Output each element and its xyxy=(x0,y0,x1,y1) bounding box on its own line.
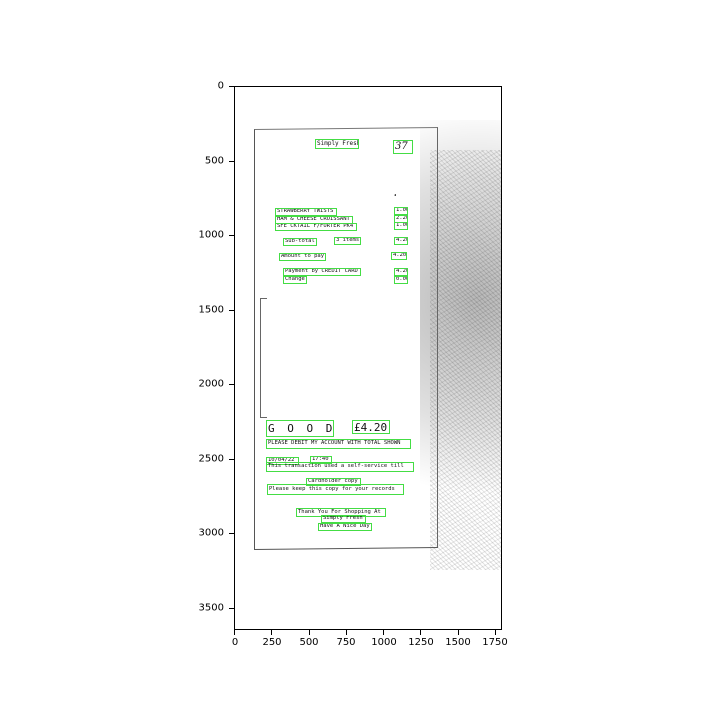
item-name: STRAWBERRY TWISTS xyxy=(275,208,337,216)
y-tick xyxy=(229,608,234,609)
x-tick-label: 250 xyxy=(262,637,282,648)
nice-day-text: Have A Nice Day xyxy=(318,523,372,531)
x-tick xyxy=(458,630,459,635)
keep-copy-text: Please keep this copy for your records xyxy=(267,484,404,495)
change-value: 0.00 xyxy=(394,276,408,284)
amount-to-pay-label: Amount to pay xyxy=(279,253,326,261)
date: 10/04/22 xyxy=(266,457,299,465)
y-tick-label: 2500 xyxy=(198,453,224,465)
y-tick-label: 1000 xyxy=(198,229,224,241)
y-tick xyxy=(229,384,234,385)
subtotal-label: Sub-total xyxy=(283,238,317,246)
transaction-text: This transaction used a self-service til… xyxy=(266,462,414,472)
y-tick xyxy=(229,235,234,236)
x-tick xyxy=(346,630,347,635)
change-label: Change xyxy=(283,276,307,284)
currency-symbol: £ xyxy=(394,193,397,199)
y-tick xyxy=(229,310,234,311)
handwritten-number: 37 xyxy=(393,140,413,154)
debit-text: PLEASE DEBIT MY ACCOUNT WITH TOTAL SHOWN xyxy=(266,439,411,449)
y-tick-label: 3000 xyxy=(198,527,224,539)
x-tick xyxy=(420,630,421,635)
receipt-bracket xyxy=(260,298,267,418)
scan-speckle xyxy=(430,150,502,570)
x-tick xyxy=(495,630,496,635)
x-tick-label: 1750 xyxy=(482,637,508,648)
y-tick xyxy=(229,161,234,162)
x-tick xyxy=(234,630,235,635)
y-tick-label: 3500 xyxy=(198,602,224,614)
payment-label: Payment by CREDIT CARD xyxy=(283,268,361,276)
y-tick-label: 500 xyxy=(204,155,224,167)
y-tick-label: 2000 xyxy=(198,378,224,390)
x-tick xyxy=(309,630,310,635)
payment-value: 4.20 xyxy=(394,268,408,276)
thanks-store: Simply Fresh xyxy=(321,515,366,523)
y-tick xyxy=(229,533,234,534)
x-tick-label: 750 xyxy=(336,637,356,648)
time: 17:40 xyxy=(310,456,332,464)
cardholder-copy: Cardholder copy xyxy=(306,478,361,486)
store-name: Simply Fresh xyxy=(315,139,359,149)
x-tick-label: 1000 xyxy=(371,637,397,648)
item-name: SFE CKTAIL F/FURTER PK4 xyxy=(275,223,357,231)
x-tick xyxy=(271,630,272,635)
item-price: 1.00 xyxy=(394,207,408,215)
x-tick xyxy=(383,630,384,635)
scan-shadow xyxy=(420,120,502,570)
y-tick xyxy=(229,459,234,460)
subtotal-value: 4.20 xyxy=(394,237,408,245)
x-tick-label: 500 xyxy=(299,637,319,648)
goods-amount: £4.20 xyxy=(352,420,390,434)
plot-area xyxy=(234,86,502,630)
item-price: 1.00 xyxy=(394,222,408,230)
amount-to-pay-value: 4.20 xyxy=(391,252,407,260)
y-tick xyxy=(229,86,234,87)
x-tick-label: 1250 xyxy=(408,637,434,648)
x-tick-label: 0 xyxy=(231,637,239,648)
goods-label: G O O D S xyxy=(266,420,334,437)
thanks-text: Thank You For Shopping At xyxy=(296,508,386,517)
y-tick-label: 0 xyxy=(217,80,224,92)
y-tick-label: 1500 xyxy=(198,304,224,316)
subtotal-count: 3 items xyxy=(334,237,361,245)
x-tick-label: 1500 xyxy=(445,637,471,648)
